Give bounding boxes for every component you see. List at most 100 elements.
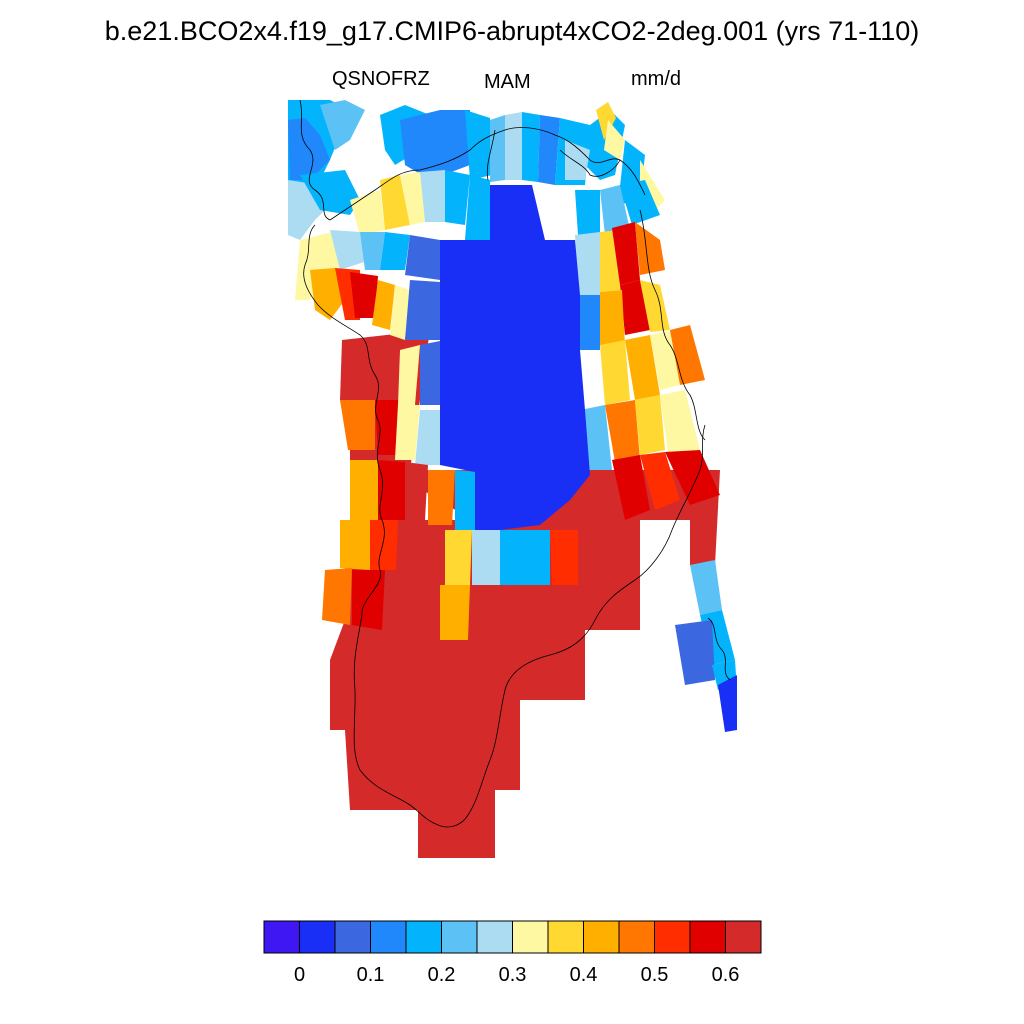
colorbar-swatch xyxy=(476,920,513,954)
map-cell xyxy=(455,470,478,530)
colorbar xyxy=(263,920,762,954)
map-cell xyxy=(490,115,505,182)
map-cell xyxy=(322,568,352,625)
map-cell xyxy=(415,410,445,465)
map-cell xyxy=(440,185,590,530)
map-cell xyxy=(665,450,720,505)
coastline-segment xyxy=(303,224,385,616)
map-cell xyxy=(428,470,455,525)
coastline-segment xyxy=(559,149,621,177)
map-cells xyxy=(288,100,737,858)
colorbar-tick-label: 0 xyxy=(293,964,306,986)
map-cell xyxy=(380,175,410,230)
map-cell xyxy=(605,400,640,462)
map-cell xyxy=(420,170,445,222)
map-cell xyxy=(575,190,600,235)
colorbar-tick-label: 0.3 xyxy=(498,964,527,986)
map-cell xyxy=(620,280,650,335)
map-cell xyxy=(420,340,445,405)
variable-label: QSNOFRZ xyxy=(332,68,430,90)
map-cell xyxy=(340,520,370,570)
colorbar-swatch xyxy=(441,920,478,954)
map-cell xyxy=(580,295,600,350)
map-cell xyxy=(360,232,385,270)
map-cell xyxy=(635,222,665,275)
map-cell xyxy=(505,112,522,180)
colorbar-swatch xyxy=(263,920,300,954)
season-label: MAM xyxy=(484,71,531,93)
map-cell xyxy=(612,455,650,520)
colorbar-swatch xyxy=(547,920,584,954)
colorbar-tick-label: 0.4 xyxy=(569,964,598,986)
map-cell xyxy=(718,675,737,732)
map-cell xyxy=(660,390,700,452)
map-cell xyxy=(320,100,365,150)
map-cell xyxy=(675,620,715,685)
map-cell xyxy=(375,400,398,455)
coastline-segment xyxy=(486,129,496,181)
coastline-segment xyxy=(707,617,731,681)
map-cell xyxy=(372,280,395,330)
coastline xyxy=(299,99,731,828)
coastline-segment xyxy=(329,127,646,221)
map-cell xyxy=(640,280,670,332)
map-cell xyxy=(330,230,370,270)
colorbar-swatch xyxy=(334,920,371,954)
map-cell xyxy=(565,140,590,180)
map-cell xyxy=(612,222,640,285)
colorbar-swatch xyxy=(725,920,762,954)
colorbar-swatch xyxy=(299,920,336,954)
map-cell xyxy=(465,110,492,180)
coastline-segment xyxy=(353,424,706,828)
map-cell xyxy=(310,268,345,320)
map-cell xyxy=(400,110,470,180)
colorbar-swatch xyxy=(512,920,549,954)
colorbar-swatch xyxy=(618,920,655,954)
map-cell xyxy=(600,340,630,405)
map-cell xyxy=(405,280,440,340)
map-cell xyxy=(440,585,470,640)
colorbar-swatch xyxy=(583,920,620,954)
map-cell xyxy=(378,460,405,520)
coastline-segment xyxy=(639,209,706,441)
map-cell xyxy=(370,520,398,570)
map-cell xyxy=(380,232,410,270)
map-cell xyxy=(405,462,428,520)
map-cell xyxy=(670,325,705,385)
map-cell xyxy=(640,452,680,510)
map-cell xyxy=(350,272,378,318)
map-cell xyxy=(625,335,660,400)
colorbar-tick-label: 0.1 xyxy=(356,964,385,986)
map-cell xyxy=(538,115,560,185)
map-cell xyxy=(550,530,578,585)
map-cell xyxy=(500,530,550,585)
colorbar-tick-label: 0.6 xyxy=(711,964,740,986)
map-cell xyxy=(522,112,540,182)
map-cell xyxy=(398,345,420,405)
map-cell xyxy=(405,235,440,280)
colorbar-swatch xyxy=(654,920,691,954)
map-cell xyxy=(596,102,616,140)
map-cell xyxy=(445,530,472,585)
map-cell xyxy=(445,170,470,225)
map-cell xyxy=(400,172,425,225)
map-cell xyxy=(472,530,500,585)
colorbar-tick-label: 0.5 xyxy=(640,964,669,986)
units-label: mm/d xyxy=(631,68,681,90)
map-cell xyxy=(575,232,600,295)
coastline-segment xyxy=(299,99,331,221)
figure-title: b.e21.BCO2x4.f19_g17.CMIP6-abrupt4xCO2-2… xyxy=(104,16,920,46)
map-cell xyxy=(604,120,625,160)
map-cell xyxy=(465,175,490,240)
map-cell xyxy=(300,170,360,215)
map-cell xyxy=(350,460,380,520)
map-cell xyxy=(690,560,722,615)
colorbar-swatch xyxy=(405,920,442,954)
map-cell xyxy=(650,330,680,390)
map-cell xyxy=(600,185,630,235)
colorbar-swatch xyxy=(370,920,407,954)
map-cell xyxy=(600,290,625,345)
map-cell xyxy=(390,285,410,340)
